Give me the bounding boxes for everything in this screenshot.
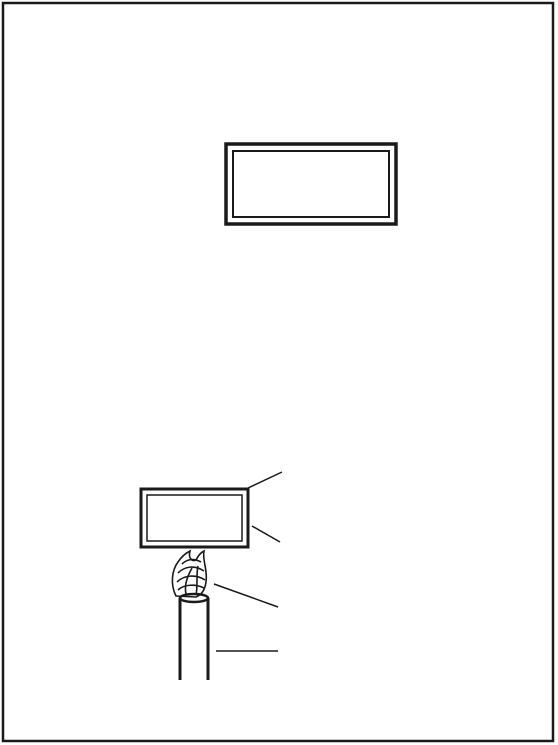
torch-tube: [178, 592, 210, 680]
pointer-lines: [213, 471, 283, 652]
aligned-magnet: [224, 142, 398, 226]
flame-icon: [171, 549, 208, 598]
pointer-flame: [213, 583, 279, 608]
magnet-outer: [224, 142, 398, 226]
magnet-inner: [232, 150, 390, 218]
block-inner: [146, 494, 243, 542]
unaligned-block: [139, 487, 250, 549]
pointer-atoms: [251, 525, 281, 543]
block-outer: [139, 487, 250, 549]
pointer-no-field: [245, 471, 283, 490]
